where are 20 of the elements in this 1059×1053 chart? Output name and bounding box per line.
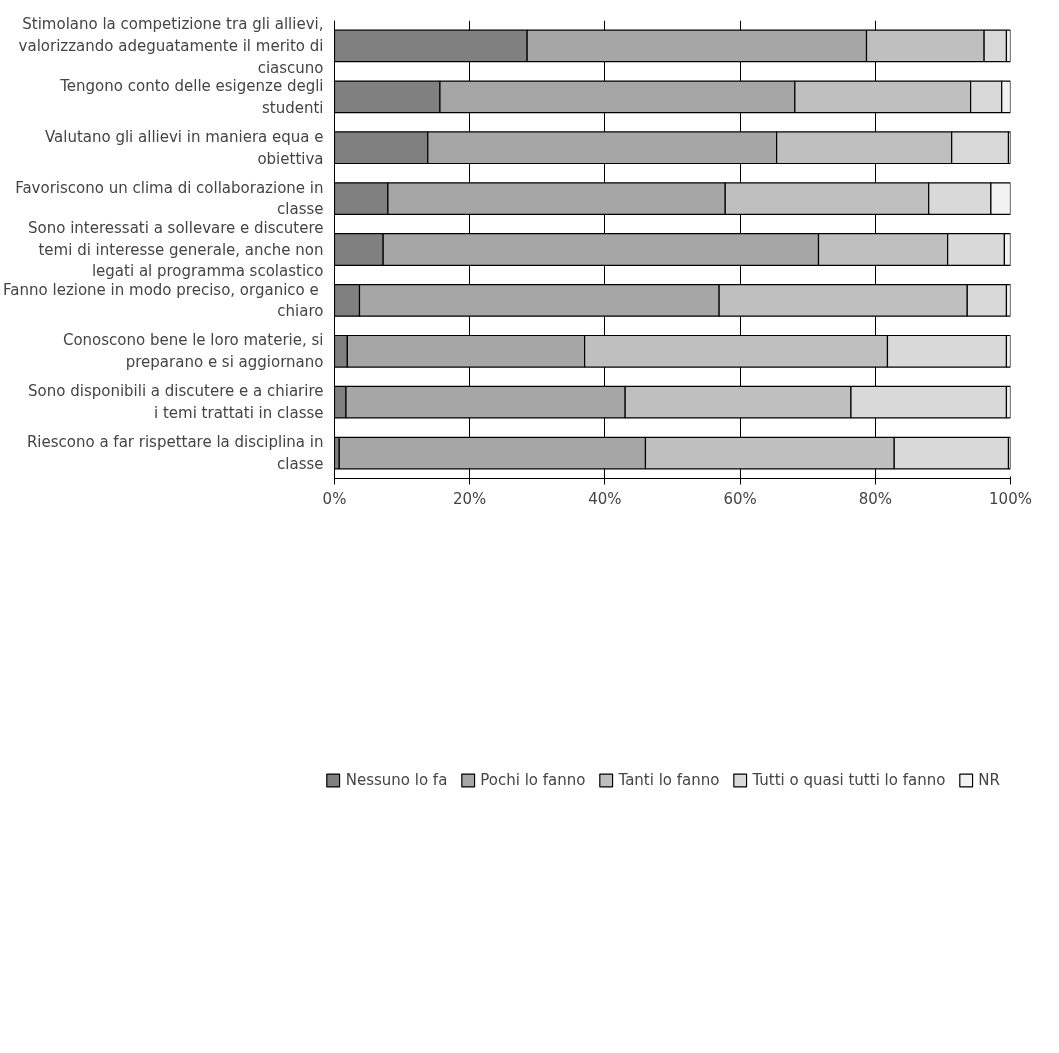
x-tick-label: 60% <box>723 489 757 508</box>
x-tick-label: 100% <box>989 489 1032 508</box>
y-tick-label: Sono disponibili a discutere e a chiarire i temi trattati in classe <box>28 382 324 422</box>
x-tick-label: 40% <box>588 489 622 508</box>
legend-label: NR <box>978 771 1000 789</box>
y-tick-label: Valutano gli allievi in maniera equa e obiettiva <box>44 127 324 168</box>
y-tick-label: Tengono conto delle esigenze degli studenti <box>59 77 324 117</box>
y-tick-label: Fanno lezione in modo preciso, organico e chiaro <box>3 280 324 321</box>
y-tick-label: Conoscono bene le loro materie, si preparano e si aggiornano <box>62 331 324 372</box>
x-tick-label: 20% <box>453 489 487 508</box>
x-tick-label: 0% <box>322 489 347 508</box>
legend-label: Pochi lo fanno <box>480 771 586 789</box>
legend-label: Tanti lo fanno <box>618 771 720 789</box>
y-tick-label: Stimolano la competizione tra gli allievi, valorizzando adeguatamente il merito di ciascuno <box>18 15 324 77</box>
legend-label: Tutti o quasi tutti lo fanno <box>752 771 946 789</box>
y-tick-label: Riescono a far rispettare la disciplina in classe <box>26 433 324 473</box>
legend-label: Nessuno lo fa <box>345 771 448 789</box>
y-tick-label: Sono interessati a sollevare e discutere temi di interesse generale, anche non legati al programma scolastico <box>28 218 324 281</box>
x-tick-label: 80% <box>858 489 892 508</box>
y-tick-label: Favoriscono un clima di collaborazione in classe <box>15 178 324 219</box>
